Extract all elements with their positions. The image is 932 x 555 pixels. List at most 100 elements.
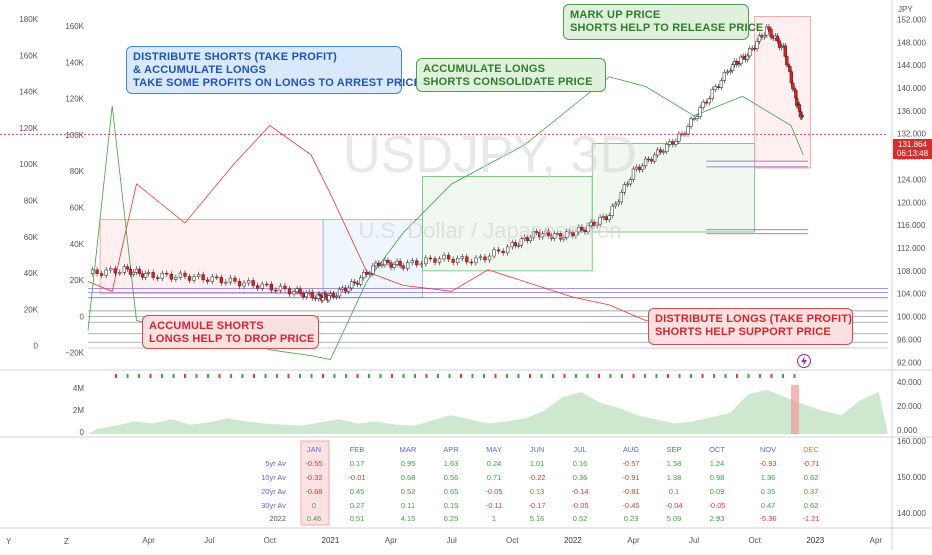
candle-body — [469, 261, 473, 264]
candle-body — [783, 45, 787, 57]
table-cell: 0.51 — [350, 514, 365, 523]
signal-marker — [655, 374, 658, 378]
table-column-header: MAY — [486, 445, 502, 454]
table-cell: -0.05 — [485, 487, 502, 496]
callout-distribute-longs: DISTRIBUTE LONGS (TAKE PROFIT) SHORTS HE… — [648, 308, 853, 345]
zone-accumulate-shorts — [99, 219, 324, 295]
left-inner-tick-label: 160K — [65, 22, 84, 31]
signal-marker — [621, 374, 623, 378]
candle-body — [757, 35, 762, 42]
table-cell: 1.36 — [761, 473, 776, 482]
watermark-title: USDJPY, 3D — [343, 126, 637, 184]
candle-body — [646, 158, 651, 161]
callout-line: SHORTS CONSOLIDATE PRICE — [423, 76, 593, 88]
time-tick-label: Oct — [506, 536, 519, 545]
table-cell: -0.45 — [622, 501, 639, 510]
signal-marker — [563, 374, 566, 378]
table-cell: -0.01 — [348, 473, 365, 482]
table-row-label: 5yr Av — [265, 459, 286, 468]
candle-body — [283, 285, 287, 289]
table-cell: 0.52 — [401, 487, 416, 496]
callout-line: SHORTS HELP TO RELEASE PRICE — [570, 22, 764, 34]
table-cell: 4.15 — [401, 514, 416, 523]
time-tick-label: 2022 — [564, 536, 582, 545]
left-inner-tick-label: 0 — [80, 312, 85, 321]
table-cell: 0.68 — [401, 473, 416, 482]
candle-body — [598, 216, 602, 225]
signal-marker — [425, 374, 428, 378]
table-cell: -0.71 — [802, 459, 819, 468]
candle-body — [321, 297, 325, 301]
candle-body — [90, 269, 95, 274]
signal-marker — [506, 374, 508, 378]
candle-body — [137, 268, 142, 274]
table-cell: 0.71 — [487, 473, 502, 482]
left-inner-tick-label: 40K — [70, 240, 85, 249]
candle-body — [428, 257, 433, 260]
table-cell: 0.47 — [761, 501, 776, 510]
log-scale-button[interactable]: Y — [6, 537, 12, 546]
candle-body — [531, 231, 536, 239]
left-inner-tick-label: 20K — [70, 276, 85, 285]
time-axis: Apr Jul Oct 2021 Apr Jul Oct 2022 Apr Jul Oct 2023 A… — [142, 536, 882, 545]
callout-line: DISTRIBUTE SHORTS (TAKE PROFIT) — [133, 51, 337, 63]
candle-body — [788, 65, 792, 72]
callout-line: DISTRIBUTE LONGS (TAKE PROFIT) — [655, 313, 853, 325]
price-tick-label: 92.000 — [897, 358, 922, 367]
candle-body — [392, 264, 396, 268]
price-tick-label: 108.000 — [897, 267, 926, 276]
table-row-label: 2022 — [269, 514, 286, 523]
candle-body — [785, 56, 789, 66]
candle-body — [134, 268, 139, 273]
table-column-header: DEC — [803, 445, 819, 454]
callout-line: & ACCUMULATE LONGS — [133, 64, 267, 76]
candle-body — [383, 260, 387, 266]
signal-marker — [333, 374, 336, 378]
candle-body — [118, 272, 122, 274]
price-tick-label: 140.000 — [897, 84, 926, 93]
candle-body — [122, 266, 127, 273]
table-cell: 0.23 — [624, 514, 639, 523]
volume-left-tick: 2M — [73, 406, 84, 415]
callout-line: TAKE SOME PROFITS ON LONGS TO ARREST PRI… — [133, 77, 422, 89]
candle-body — [574, 231, 578, 237]
callout-distribute-shorts: DISTRIBUTE SHORTS (TAKE PROFIT) & ACCUMU… — [126, 46, 422, 94]
candle-body — [765, 26, 769, 36]
lightning-icon[interactable] — [797, 354, 811, 368]
signal-marker — [632, 374, 635, 378]
table-cell: 0.46 — [307, 514, 322, 523]
candle-body — [595, 223, 599, 226]
table-cell: -0.04 — [665, 501, 682, 510]
callout-line: ACCUMULE SHORTS — [149, 320, 264, 332]
candle-body — [610, 205, 614, 216]
candle-body — [156, 277, 160, 279]
candle-body — [334, 295, 339, 298]
signal-marker — [724, 374, 727, 378]
candle-body — [722, 72, 727, 81]
time-tick-label: Oct — [748, 536, 761, 545]
candle-body — [483, 256, 487, 261]
signal-marker — [644, 374, 646, 378]
table-cell: -0.11 — [486, 501, 503, 510]
zoom-button[interactable]: Z — [64, 537, 69, 546]
candle-body — [496, 249, 501, 252]
price-tick-label: 148.000 — [897, 38, 926, 47]
candle-body — [165, 272, 169, 275]
signal-marker — [379, 374, 382, 378]
time-tick-label: Jul — [204, 536, 214, 545]
signal-marker — [759, 374, 761, 378]
candle-body — [506, 246, 510, 254]
signal-marker — [529, 374, 531, 378]
table-column-header: MAR — [400, 445, 417, 454]
price-tick-label: 136.000 — [897, 107, 926, 116]
candle-body — [686, 126, 690, 135]
volume-tick-label: 0.000 — [897, 426, 918, 435]
candle-body — [169, 273, 173, 280]
candle-body — [719, 80, 723, 88]
left-outer-tick-label: 40K — [24, 269, 39, 278]
table-cell: 0.62 — [804, 501, 819, 510]
candle-body — [433, 258, 437, 263]
volume-tick-label: 20.000 — [897, 402, 922, 411]
volume-left-tick: 0 — [80, 428, 85, 437]
